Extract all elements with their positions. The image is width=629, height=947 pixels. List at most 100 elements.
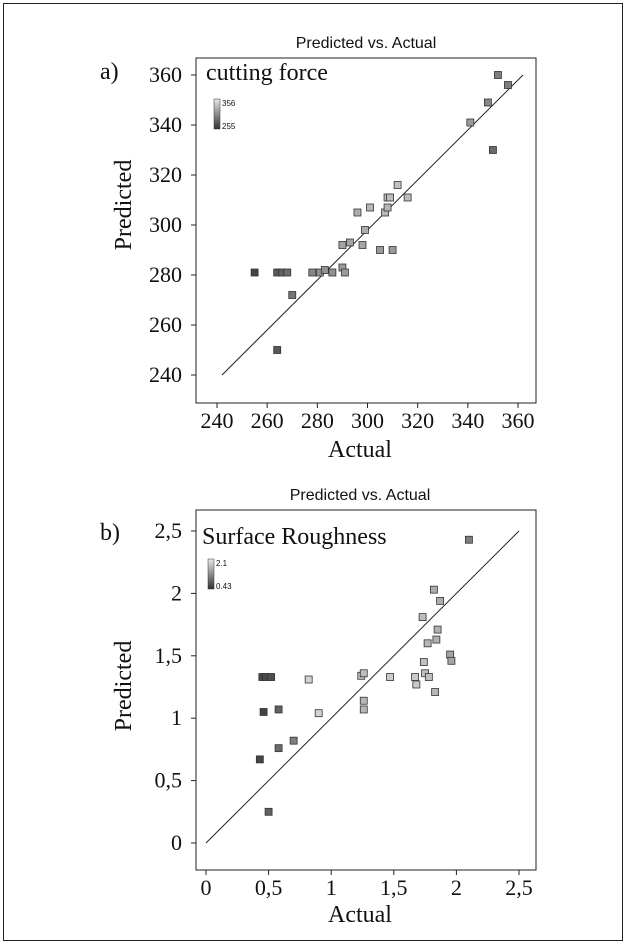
data-point xyxy=(429,585,438,594)
data-point xyxy=(393,181,402,189)
data-point xyxy=(483,98,492,107)
data-point xyxy=(383,203,392,212)
data-point xyxy=(359,669,368,678)
data-point xyxy=(314,709,323,718)
data-point xyxy=(412,680,421,689)
chart-title: Predicted vs. Actual xyxy=(296,35,437,52)
data-point xyxy=(273,346,282,354)
data-point xyxy=(320,266,329,274)
x-tick-label: 300 xyxy=(351,408,384,433)
data-point xyxy=(447,656,456,665)
x-tick-label: 340 xyxy=(451,408,484,433)
y-tick-label: 1,5 xyxy=(155,643,183,668)
data-point xyxy=(424,673,433,681)
data-point xyxy=(494,71,502,79)
data-point xyxy=(433,625,442,634)
x-ticks: 0 0,5 1 1,5 2 2,5 xyxy=(201,870,533,900)
reference-line xyxy=(221,74,524,376)
data-point xyxy=(465,535,473,544)
figure-frame xyxy=(3,3,623,941)
data-point xyxy=(341,268,349,277)
data-point xyxy=(353,208,362,217)
data-point xyxy=(466,118,475,127)
panel-label: a) xyxy=(100,59,119,85)
y-tick-label: 340 xyxy=(149,112,182,137)
x-tick-label: 0 xyxy=(201,875,212,900)
x-tick-label: 1,5 xyxy=(380,875,408,900)
plot-area xyxy=(195,509,537,871)
legend-gradient xyxy=(213,98,221,130)
x-tick-label: 1 xyxy=(326,875,337,900)
y-ticks: 0 0,5 1 1,5 2 2,5 xyxy=(155,518,196,855)
y-tick-label: 360 xyxy=(149,62,182,87)
panel-b: Predicted vs. Actual b) Surface Roughnes… xyxy=(100,487,537,928)
data-point xyxy=(346,238,354,247)
data-point xyxy=(432,635,441,644)
x-axis-label: Actual xyxy=(328,902,392,928)
annotation: Surface Roughness xyxy=(202,524,387,550)
data-point xyxy=(259,708,268,716)
data-point xyxy=(504,81,512,89)
panel-a: Predicted vs. Actual a) cutting force 35… xyxy=(100,35,537,463)
x-ticks: 240 260 280 300 320 340 360 xyxy=(201,403,535,433)
data-point xyxy=(267,673,276,681)
data-point xyxy=(411,673,419,681)
data-point xyxy=(328,268,337,277)
y-axis-label: Predicted xyxy=(111,641,137,732)
x-tick-label: 260 xyxy=(251,408,284,433)
chart-title: Predicted vs. Actual xyxy=(290,487,431,504)
data-point xyxy=(403,193,412,202)
data-point xyxy=(264,807,273,816)
data-point xyxy=(359,696,368,705)
plot-area xyxy=(195,57,537,404)
data-point xyxy=(274,744,283,753)
legend-low: 255 xyxy=(222,122,236,131)
y-tick-label: 300 xyxy=(149,212,182,237)
data-point xyxy=(419,658,428,666)
data-point xyxy=(388,246,397,254)
x-tick-label: 240 xyxy=(201,408,234,433)
y-tick-label: 1 xyxy=(171,705,182,730)
y-tick-label: 240 xyxy=(149,362,182,387)
x-axis-label: Actual xyxy=(328,437,392,463)
annotation: cutting force xyxy=(206,60,328,86)
data-point xyxy=(250,268,259,277)
data-point xyxy=(274,705,283,714)
data-point xyxy=(418,613,427,622)
y-tick-label: 280 xyxy=(149,262,182,287)
legend-high: 2.1 xyxy=(216,559,228,568)
data-point xyxy=(359,705,368,714)
data-point xyxy=(361,226,369,234)
data-point xyxy=(288,291,297,299)
data-point xyxy=(289,736,298,745)
data-point xyxy=(376,246,384,254)
data-point xyxy=(423,639,432,648)
y-tick-label: 2 xyxy=(171,580,182,605)
x-tick-label: 2,5 xyxy=(505,875,533,900)
data-point xyxy=(436,596,445,605)
y-tick-label: 0,5 xyxy=(155,768,183,793)
data-points xyxy=(255,535,473,816)
x-tick-label: 360 xyxy=(502,408,535,433)
y-tick-label: 0 xyxy=(171,830,182,855)
y-tick-label: 320 xyxy=(149,162,182,187)
x-tick-label: 320 xyxy=(401,408,434,433)
reference-line xyxy=(205,530,520,844)
data-points xyxy=(250,71,512,354)
data-point xyxy=(283,268,292,277)
data-point xyxy=(489,146,497,154)
data-point xyxy=(338,241,347,249)
y-ticks: 240 260 280 300 320 340 360 xyxy=(149,62,196,387)
data-point xyxy=(255,755,264,764)
data-point xyxy=(308,268,317,277)
y-tick-label: 2,5 xyxy=(155,518,183,543)
data-point xyxy=(366,203,374,212)
data-point xyxy=(358,241,367,249)
legend-low: 0.43 xyxy=(216,582,232,591)
data-point xyxy=(431,688,440,696)
legend-gradient xyxy=(207,558,215,590)
data-point xyxy=(386,673,394,681)
y-axis-label: Predicted xyxy=(111,160,137,251)
y-tick-label: 260 xyxy=(149,312,182,337)
